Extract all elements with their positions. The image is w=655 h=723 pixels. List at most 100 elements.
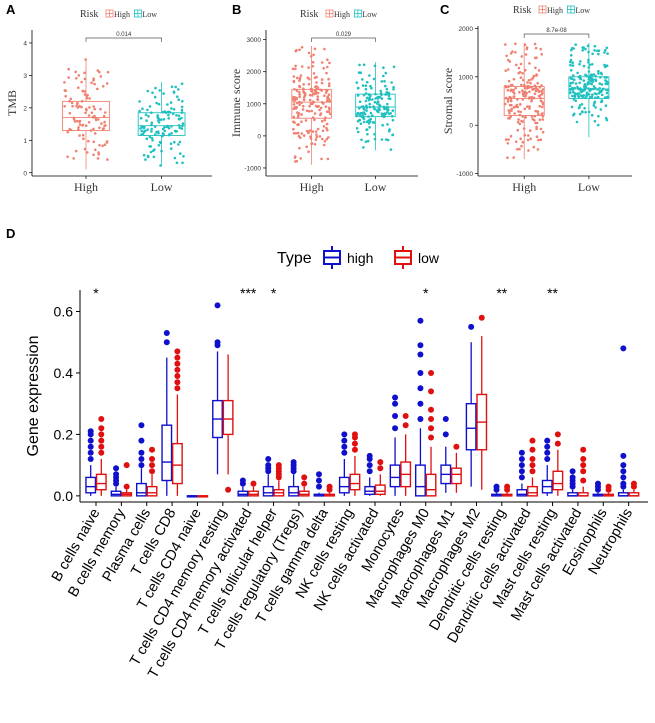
- data-point: [603, 51, 606, 54]
- data-point: [96, 87, 99, 91]
- outlier-point: [544, 449, 551, 456]
- data-point: [513, 112, 516, 115]
- data-point: [520, 119, 523, 123]
- outlier-point: [402, 413, 409, 419]
- outlier-point: [620, 452, 627, 459]
- data-point: [355, 81, 359, 84]
- y-tick-label: 3000: [247, 37, 262, 44]
- data-point: [524, 68, 527, 72]
- data-point: [364, 140, 368, 143]
- data-point: [597, 72, 600, 75]
- data-point: [534, 109, 537, 113]
- outlier-point: [174, 379, 181, 386]
- data-point: [323, 94, 326, 97]
- data-point: [582, 46, 585, 49]
- outlier-point: [174, 354, 181, 361]
- data-point: [533, 56, 537, 60]
- data-point: [387, 94, 391, 97]
- legend-title: Type: [277, 250, 312, 267]
- data-point: [605, 46, 609, 50]
- data-point: [327, 93, 331, 96]
- data-point: [568, 91, 572, 95]
- data-point: [142, 130, 146, 133]
- data-point: [87, 139, 90, 143]
- data-point: [323, 118, 327, 122]
- outlier-point: [138, 462, 145, 469]
- outlier-point: [341, 431, 348, 438]
- data-point: [146, 154, 150, 158]
- data-point: [534, 86, 538, 90]
- data-point: [369, 84, 372, 88]
- legend-label: High: [114, 10, 130, 19]
- data-point: [378, 108, 382, 111]
- data-point: [374, 97, 377, 100]
- data-point: [530, 99, 533, 102]
- outlier-point: [442, 416, 449, 422]
- data-point: [373, 100, 377, 104]
- data-point: [320, 89, 324, 92]
- data-point: [535, 125, 538, 129]
- data-point: [78, 123, 82, 126]
- data-point: [156, 114, 159, 117]
- data-point: [584, 47, 587, 51]
- data-point: [308, 105, 311, 108]
- data-point: [572, 114, 575, 117]
- box: [135, 482, 147, 497]
- data-point: [322, 143, 326, 147]
- data-point: [293, 121, 296, 124]
- data-point: [312, 53, 315, 57]
- data-point: [158, 89, 161, 92]
- data-point: [97, 118, 100, 121]
- data-point: [316, 98, 319, 101]
- data-point: [167, 126, 171, 130]
- data-point: [390, 81, 394, 84]
- data-point: [151, 91, 154, 94]
- data-point: [367, 98, 371, 102]
- data-point: [569, 60, 572, 64]
- data-point: [320, 61, 324, 64]
- data-point: [150, 121, 154, 125]
- data-point: [170, 85, 174, 89]
- data-point: [386, 110, 389, 114]
- box: [137, 112, 186, 136]
- data-point: [327, 136, 330, 139]
- data-point: [356, 111, 360, 115]
- data-point: [175, 130, 178, 133]
- data-point: [530, 78, 533, 81]
- data-point: [76, 101, 79, 105]
- data-point: [301, 108, 305, 111]
- data-point: [84, 107, 88, 111]
- outlier-point: [123, 462, 130, 469]
- data-point: [364, 87, 368, 91]
- data-point: [517, 118, 520, 121]
- data-point: [386, 123, 389, 126]
- outlier-point: [529, 437, 536, 444]
- data-point: [597, 52, 600, 56]
- y-axis-label: TMB: [5, 90, 19, 116]
- pvalue-label: 0.014: [116, 32, 132, 38]
- data-point: [538, 118, 542, 121]
- data-point: [537, 90, 541, 94]
- data-point: [162, 92, 165, 95]
- data-point: [583, 107, 586, 110]
- data-point: [579, 77, 583, 81]
- y-tick-label: 0: [23, 170, 27, 177]
- outlier-point: [113, 471, 120, 478]
- data-point: [570, 48, 573, 52]
- data-point: [78, 120, 81, 123]
- data-point: [392, 88, 395, 91]
- box: [503, 86, 545, 116]
- data-point: [509, 99, 513, 102]
- data-point: [529, 81, 532, 85]
- data-point: [99, 75, 103, 78]
- data-point: [597, 49, 601, 52]
- data-point: [596, 123, 600, 127]
- data-point: [63, 105, 66, 108]
- data-point: [311, 94, 314, 97]
- data-point: [523, 93, 527, 97]
- data-point: [311, 64, 315, 68]
- outlier-point: [98, 443, 105, 450]
- data-point: [64, 89, 67, 92]
- outlier-point: [123, 483, 130, 490]
- data-point: [300, 46, 304, 49]
